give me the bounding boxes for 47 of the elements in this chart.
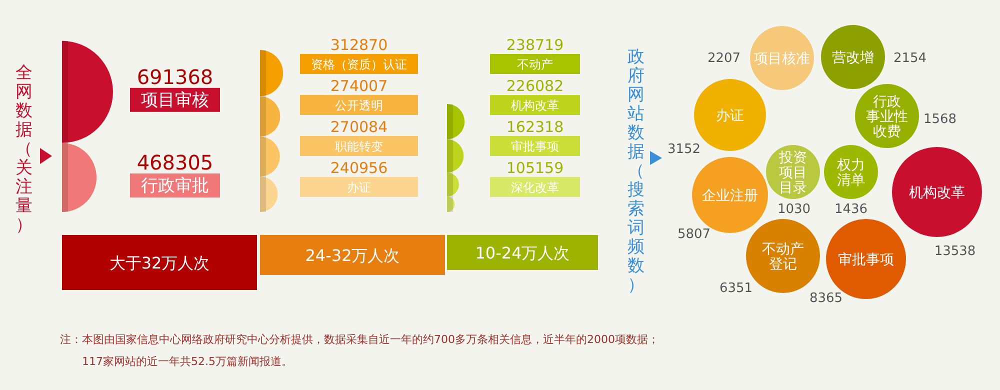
value-label: 1436 — [834, 202, 868, 217]
category-label: 深化改革 — [511, 180, 559, 195]
value-label: 238719 — [506, 36, 564, 54]
value-label: 2207 — [707, 51, 741, 66]
category-label: 行政事业性收费 — [866, 94, 908, 140]
value-label: 274007 — [330, 77, 388, 95]
category-label: 公开透明 — [335, 98, 383, 113]
category-label: 不动产登记 — [762, 242, 804, 272]
value-label: 105159 — [506, 159, 564, 177]
xlabel: 24-32万人次 — [305, 246, 400, 265]
annotation: 注：本图由国家信息中心网络政府研究中心分析提供，数据采集自近一年的约700多万条相关信息，近半年的2000项数据； — [60, 333, 659, 346]
value-label: 1568 — [923, 112, 957, 127]
value-label: 6351 — [719, 281, 753, 296]
value-label: 312870 — [330, 36, 388, 54]
category-label: 投资项目目录 — [779, 150, 807, 196]
value-label: 240956 — [330, 159, 388, 177]
xlabel: 大于32万人次 — [109, 254, 210, 272]
category-label: 办证 — [716, 108, 744, 124]
value-label: 5807 — [677, 227, 711, 242]
value-label: 2154 — [893, 51, 927, 66]
category-label: 项目核准 — [754, 51, 810, 67]
value-label: 3152 — [667, 142, 701, 157]
value-label: 270084 — [330, 118, 388, 136]
category-label: 营改增 — [832, 50, 874, 66]
annotation: 117家网站的近一年共52.5万篇新闻报道。 — [82, 355, 292, 368]
value-label: 13538 — [934, 244, 976, 259]
value-label: 8365 — [809, 291, 843, 306]
xlabel: 10-24万人次 — [475, 244, 570, 262]
category-label: 不动产 — [517, 58, 553, 72]
title: 全网数据（关注量） — [16, 63, 32, 235]
value-label: 468305 — [136, 150, 214, 174]
category-label: 审批事项 — [511, 140, 559, 154]
category-label: 审批事项 — [838, 252, 894, 268]
category-label: 办证 — [347, 180, 371, 195]
title: 政府网站数据（搜索词频数） — [628, 47, 644, 295]
value-label: 226082 — [506, 77, 564, 95]
category-label: 机构改革 — [909, 185, 965, 201]
category-label: 项目审核 — [141, 90, 209, 110]
value-label: 691368 — [136, 64, 214, 89]
category-label: 资格（资质）认证 — [311, 58, 407, 72]
value-label: 1030 — [777, 202, 811, 217]
category-label: 企业注册 — [702, 188, 758, 204]
category-label: 行政审批 — [141, 176, 209, 196]
category-label: 权力清单 — [837, 158, 865, 188]
value-label: 162318 — [506, 118, 564, 136]
category-label: 机构改革 — [511, 98, 559, 113]
category-label: 职能转变 — [335, 140, 383, 154]
